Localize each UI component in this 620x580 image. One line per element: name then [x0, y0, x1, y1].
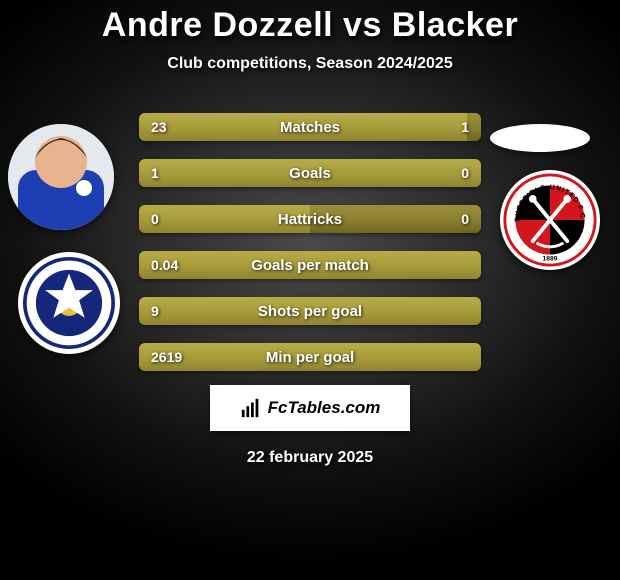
content-wrapper: Andre Dozzell vs Blacker Club competitio…: [0, 0, 620, 580]
stat-row: Matches231: [139, 113, 481, 141]
date-text: 22 february 2025: [247, 449, 373, 467]
watermark-text: FcTables.com: [268, 398, 381, 418]
stat-bar-left-segment: [139, 159, 481, 187]
sheffield-united-crest-icon: SHEFFIELD UNITED F.C. 1889: [502, 172, 598, 268]
stat-right-value: 1: [461, 113, 469, 141]
stat-left-value: 23: [151, 113, 167, 141]
stat-bar-left-segment: [139, 343, 481, 371]
stat-row: Hattricks00: [139, 205, 481, 233]
stat-left-value: 0: [151, 205, 159, 233]
stat-left-value: 2619: [151, 343, 182, 371]
stat-row: Goals10: [139, 159, 481, 187]
stat-row: Shots per goal9: [139, 297, 481, 325]
portsmouth-crest-icon: [23, 257, 115, 349]
right-club-crest: SHEFFIELD UNITED F.C. 1889: [500, 170, 600, 270]
stat-left-value: 9: [151, 297, 159, 325]
player-photo-placeholder-icon: [8, 124, 114, 230]
stat-left-value: 1: [151, 159, 159, 187]
stat-bar-right-segment: [310, 205, 481, 233]
stats-container: Matches231Goals10Hattricks00Goals per ma…: [139, 113, 481, 371]
stat-bar-left-segment: [139, 297, 481, 325]
stat-bar-left-segment: [139, 205, 310, 233]
watermark-box: FcTables.com: [210, 385, 410, 431]
stat-bar-left-segment: [139, 251, 481, 279]
left-club-crest: [18, 252, 120, 354]
page-title: Andre Dozzell vs Blacker: [102, 6, 518, 45]
subtitle: Club competitions, Season 2024/2025: [167, 55, 452, 73]
fctables-icon: [240, 397, 262, 419]
right-player-photo-placeholder: [490, 124, 590, 152]
stat-row: Min per goal2619: [139, 343, 481, 371]
left-player-photo: [8, 124, 114, 230]
stat-bar-right-segment: [467, 113, 481, 141]
stat-left-value: 0.04: [151, 251, 178, 279]
stat-right-value: 0: [461, 159, 469, 187]
stat-right-value: 0: [461, 205, 469, 233]
stat-row: Goals per match0.04: [139, 251, 481, 279]
svg-text:1889: 1889: [543, 255, 558, 262]
stat-bar-left-segment: [139, 113, 467, 141]
